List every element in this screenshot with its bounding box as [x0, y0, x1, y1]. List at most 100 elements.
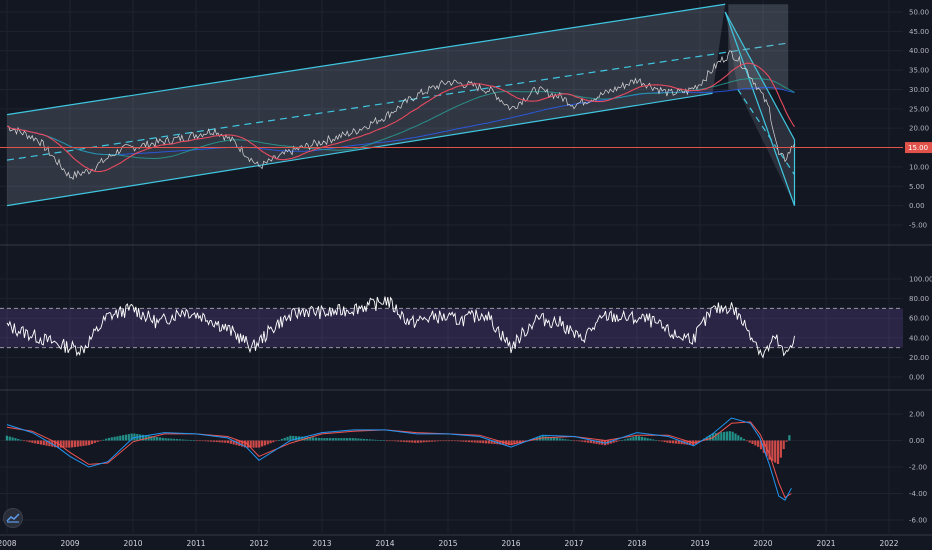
macd-histogram-bar	[564, 439, 567, 441]
macd-histogram-bar	[686, 440, 689, 445]
macd-histogram-bar	[215, 440, 218, 443]
macd-histogram-bar	[82, 440, 85, 446]
macd-histogram-bar	[453, 440, 456, 442]
macd-histogram-bar	[68, 440, 71, 448]
macd-histogram-bar	[311, 437, 315, 441]
macd-histogram-bar	[286, 436, 289, 441]
macd-histogram-bar	[141, 434, 145, 441]
macd-histogram-bar	[431, 440, 434, 442]
macd-histogram-bar	[782, 440, 785, 450]
macd-histogram-bar	[643, 437, 646, 441]
macd-histogram-bar	[269, 440, 272, 444]
macd-histogram-bar	[572, 440, 575, 442]
macd-histogram-bar	[652, 439, 655, 441]
x-tick-label: 2017	[564, 539, 583, 548]
macd-histogram-bar	[411, 440, 414, 443]
macd-histogram-bar	[394, 440, 397, 442]
macd-histogram-bar	[11, 437, 14, 441]
macd-histogram-bar	[340, 438, 343, 441]
macd-histogram-bar	[615, 440, 618, 442]
macd-histogram-bar	[757, 440, 760, 447]
up-channel-lower-line[interactable]	[6, 92, 713, 207]
macd-histogram-bar	[122, 435, 125, 441]
rsi-line[interactable]	[6, 296, 795, 359]
macd-histogram-bar	[249, 440, 252, 448]
macd-histogram-bar	[368, 439, 371, 441]
macd-signal-line[interactable]	[6, 421, 792, 499]
macd-histogram-bar	[209, 440, 213, 442]
macd-histogram-bar	[731, 431, 734, 441]
macd-histogram-bar	[90, 440, 94, 445]
macd-histogram-bar	[745, 440, 748, 442]
macd-histogram-bar	[620, 440, 624, 441]
price-panel[interactable]	[0, 3, 903, 207]
macd-line[interactable]	[6, 417, 792, 501]
macd-histogram-bar	[708, 434, 712, 441]
macd-histogram-bar	[482, 440, 485, 444]
y-tick-label: 10.00	[909, 163, 929, 171]
macd-histogram-bar	[507, 440, 510, 446]
macd-histogram-bar	[586, 440, 590, 443]
down-channel-outer-line[interactable]	[724, 11, 796, 206]
macd-histogram-bar	[493, 440, 496, 445]
macd-histogram-bar	[65, 440, 68, 448]
up-channel-fill	[7, 4, 726, 206]
macd-histogram-bar	[510, 440, 513, 446]
y-tick-label: -4.00	[909, 490, 927, 498]
macd-histogram-bar	[397, 440, 400, 442]
macd-histogram-bar	[575, 440, 578, 442]
rsi-panel[interactable]	[0, 296, 903, 359]
y-tick-label: -2.00	[909, 464, 927, 472]
macd-histogram-bar	[252, 440, 255, 448]
macd-histogram-bar	[277, 440, 281, 441]
macd-histogram-bar	[581, 440, 584, 442]
x-tick-label: 2014	[375, 539, 394, 548]
macd-histogram-bar	[360, 438, 363, 441]
macd-histogram-bar	[48, 440, 51, 447]
macd-histogram-bar	[93, 440, 96, 444]
ma-long-line	[6, 87, 795, 156]
macd-histogram-bar	[677, 440, 680, 444]
macd-histogram-bar	[768, 440, 771, 460]
macd-panel[interactable]	[5, 417, 792, 501]
y-tick-label: -6.00	[909, 517, 927, 525]
macd-histogram-bar	[73, 440, 77, 448]
macd-histogram-bar	[725, 431, 729, 441]
macd-histogram-bar	[292, 435, 295, 441]
macd-histogram-bar	[657, 440, 661, 442]
x-tick-label: 2012	[249, 539, 268, 548]
macd-histogram-bar	[190, 440, 193, 441]
x-tick-label: 2016	[501, 539, 520, 548]
macd-histogram-bar	[226, 440, 230, 444]
macd-histogram-bar	[22, 440, 26, 442]
macd-histogram-bar	[181, 439, 184, 441]
macd-histogram-bar	[774, 440, 777, 463]
macd-histogram-bar	[408, 440, 411, 443]
macd-histogram-bar	[717, 432, 720, 441]
macd-histogram-bar	[306, 437, 309, 441]
macd-histogram-bar	[365, 439, 369, 441]
macd-histogram-bar	[76, 440, 79, 447]
macd-histogram-bar	[740, 437, 743, 441]
macd-histogram-bar	[8, 436, 11, 441]
up-channel-upper-line[interactable]	[6, 3, 726, 116]
macd-histogram-bar	[124, 434, 128, 441]
macd-histogram-bar	[476, 440, 479, 443]
macd-histogram-bar	[388, 440, 391, 442]
y-tick-label: -5.00	[909, 222, 927, 230]
tradingview-logo-icon[interactable]	[3, 508, 23, 528]
macd-histogram-bar	[425, 440, 428, 443]
macd-histogram-bar	[433, 440, 437, 442]
macd-histogram-bar	[751, 440, 754, 444]
macd-histogram-bar	[723, 431, 726, 441]
macd-histogram-bar	[632, 436, 635, 441]
macd-histogram-bar	[71, 440, 74, 448]
macd-histogram-bar	[266, 440, 269, 445]
macd-histogram-bar	[275, 440, 278, 442]
macd-histogram-bar	[243, 440, 247, 448]
macd-histogram-bar	[173, 438, 176, 441]
down-channel-upper-line[interactable]	[724, 11, 796, 141]
macd-histogram-bar	[218, 440, 221, 443]
macd-histogram-bar	[569, 440, 573, 441]
